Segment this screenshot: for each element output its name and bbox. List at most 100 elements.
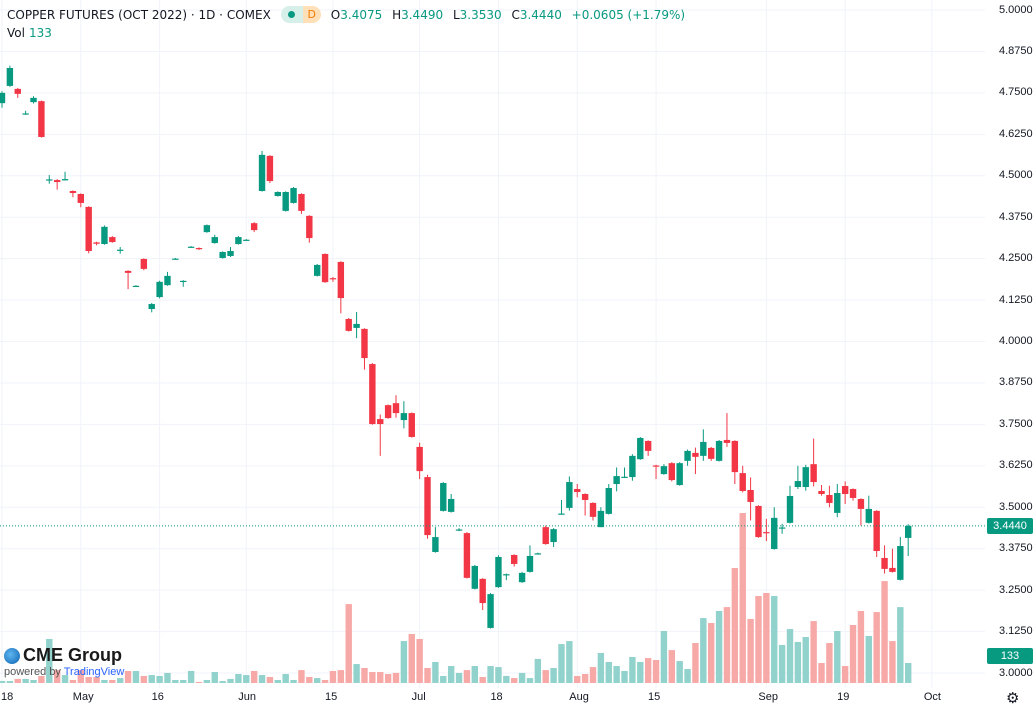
price-tick-label: 3.7500	[999, 417, 1033, 430]
candle-body	[203, 225, 211, 233]
time-tick-label: 15	[324, 691, 338, 703]
candle-body	[518, 572, 526, 583]
candle-body	[211, 237, 218, 244]
candle-body	[0, 92, 6, 104]
candle-body	[589, 502, 597, 517]
candle-body	[69, 190, 77, 193]
volume-bar	[589, 667, 597, 683]
volume-bar	[668, 650, 675, 683]
close-key: C	[511, 7, 520, 22]
volume-bar	[889, 641, 896, 683]
volume-bar	[802, 637, 809, 683]
candle-body	[337, 261, 345, 299]
price-tick-label: 4.5000	[999, 169, 1033, 182]
volume-bar	[692, 643, 699, 683]
price-tick-label: 3.8750	[999, 376, 1033, 389]
candle-body	[731, 440, 739, 473]
volume-bar	[109, 679, 116, 683]
candle-body	[314, 264, 321, 276]
candle-body	[109, 237, 116, 243]
volume-bar	[440, 675, 447, 683]
volume-bar	[424, 667, 431, 683]
candle-body	[558, 513, 565, 515]
candle-body	[684, 450, 691, 461]
symbol-title[interactable]: COPPER FUTURES (OCT 2022) · 1D · COMEX	[7, 7, 271, 22]
candle-body	[93, 242, 100, 244]
volume-last-label: 133	[987, 648, 1033, 664]
volume-bar	[195, 681, 203, 683]
market-open-icon[interactable]	[280, 6, 303, 23]
candle-body	[282, 191, 289, 211]
volume-bar	[849, 624, 857, 683]
candle-body	[377, 419, 384, 425]
candle-body	[818, 491, 825, 494]
cme-logo[interactable]: CME Group powered by TradingView	[4, 645, 124, 678]
volume-bar	[652, 660, 660, 683]
volume-bar	[731, 568, 739, 683]
volume-bar	[778, 644, 786, 683]
volume-bar	[747, 618, 754, 683]
volume-bar	[77, 670, 84, 683]
volume-bar	[353, 664, 360, 683]
candle-body	[46, 179, 53, 181]
candle-body	[739, 473, 746, 492]
volume-bar	[487, 666, 494, 683]
candle-body	[771, 517, 778, 550]
volume-bar	[148, 675, 155, 683]
price-tick-label: 3.0000	[999, 667, 1033, 679]
candle-body	[345, 318, 352, 331]
candle-body	[566, 482, 573, 508]
volume-bar	[258, 675, 266, 683]
powered-by: powered by TradingView	[4, 666, 124, 678]
candle-body	[692, 452, 699, 457]
time-tick-label: Aug	[569, 691, 589, 703]
candle-body	[503, 574, 510, 576]
volume-bar	[53, 670, 61, 683]
gear-icon[interactable]: ⚙	[1006, 689, 1020, 707]
volume-bar	[180, 679, 187, 683]
time-tick-label: 16	[151, 691, 164, 703]
candle-body	[676, 463, 683, 486]
volume-bar	[203, 679, 211, 683]
delayed-badge[interactable]: D	[302, 6, 321, 23]
candle-body	[763, 532, 770, 534]
volume-bar	[290, 679, 297, 683]
volume-bar	[416, 638, 423, 683]
volume-bar	[140, 675, 148, 683]
volume-bar	[818, 663, 825, 683]
candle-body	[865, 508, 872, 523]
volume-bar	[621, 670, 628, 683]
candle-body	[440, 483, 447, 511]
candle-body	[802, 467, 809, 488]
volume-bar	[250, 670, 258, 683]
volume-bar	[826, 643, 833, 683]
high-key: H	[392, 7, 402, 22]
volume-bar	[739, 513, 746, 683]
volume-bar	[581, 673, 589, 683]
candle-body	[660, 466, 668, 475]
cme-brand: CME Group	[4, 645, 124, 666]
candle-body	[873, 510, 880, 552]
candle-body	[463, 533, 471, 578]
volume-bar	[700, 618, 707, 683]
tradingview-link[interactable]: TradingView	[63, 666, 125, 678]
volume-bar	[723, 607, 731, 683]
volume-bar	[574, 675, 581, 683]
volume-bar	[337, 670, 345, 683]
grid-lines	[0, 0, 985, 688]
time-tick-label: Sep	[758, 691, 778, 703]
low-key: L	[452, 7, 460, 22]
cme-brand-text: CME Group	[23, 645, 122, 665]
candle-body	[298, 193, 305, 211]
volume-bar	[298, 670, 305, 683]
volume-bar	[329, 670, 337, 683]
volume-bar	[447, 666, 455, 683]
globe-icon	[4, 647, 20, 664]
candle-body	[124, 270, 132, 273]
volume-bar	[881, 581, 888, 683]
last-price-label: 3.4440	[987, 517, 1033, 534]
candle-body	[574, 489, 581, 493]
candle-body	[408, 413, 415, 437]
candle-body	[235, 237, 242, 245]
